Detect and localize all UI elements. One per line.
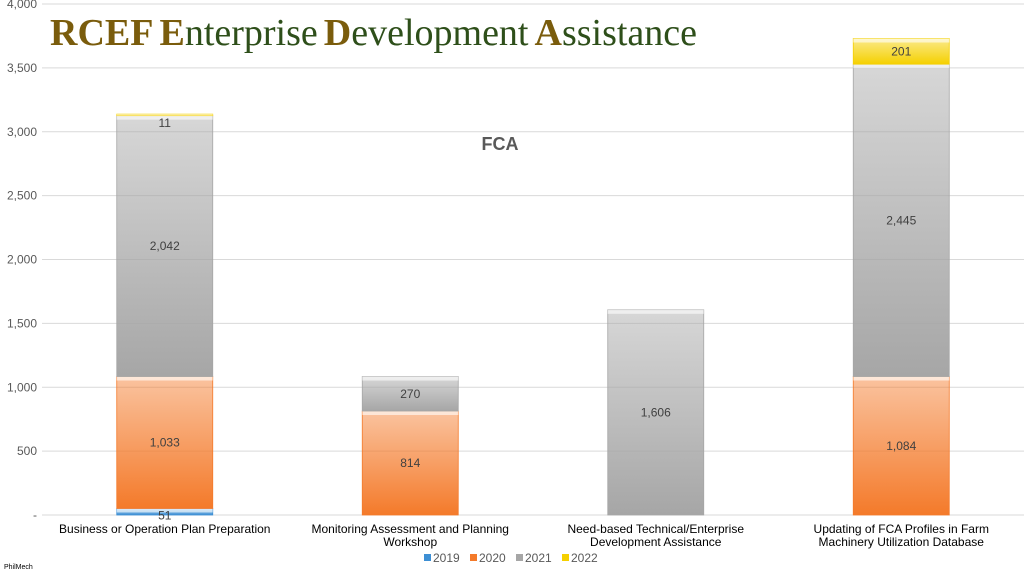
x-tick-label: Development Assistance — [590, 535, 722, 549]
bar-segment — [116, 115, 214, 377]
legend-swatch — [424, 554, 431, 561]
bar-segment — [361, 376, 459, 412]
x-tick-label: Workshop — [383, 535, 437, 549]
x-tick-label: Monitoring Assessment and Planning — [312, 522, 509, 536]
data-label: 814 — [400, 456, 420, 470]
legend-label: 2022 — [571, 551, 598, 565]
title-a-cap: A — [534, 12, 562, 54]
y-tick-label: 3,000 — [7, 125, 37, 139]
title-d-rest: evelopment — [351, 12, 529, 54]
bar-segment-highlight — [116, 114, 213, 116]
legend-label: 2021 — [525, 551, 552, 565]
bar-segment-highlight — [116, 508, 213, 513]
data-label: 51 — [158, 508, 172, 522]
title-rcef: RCEF — [50, 12, 154, 54]
y-tick-label: - — [33, 508, 37, 522]
bar-segment — [852, 63, 950, 377]
data-label: 2,042 — [150, 239, 180, 253]
data-label: 201 — [891, 44, 911, 58]
bar-segment-highlight — [853, 376, 950, 381]
title-e-rest: nterprise — [184, 12, 318, 54]
bar-segment-highlight — [362, 411, 459, 416]
legend: 2019 2020 2021 2022 — [424, 551, 598, 565]
data-label: 1,033 — [150, 436, 180, 450]
page-title: RCEF Enterprise Development Assistance — [50, 14, 697, 52]
legend-swatch — [470, 554, 477, 561]
y-tick-label: 1,000 — [7, 380, 37, 394]
data-label: 1,606 — [641, 405, 671, 419]
bar-segment-highlight — [116, 115, 213, 120]
bar-segment-highlight — [362, 376, 459, 381]
bar-segment-highlight — [116, 376, 213, 381]
bar-segment-highlight — [607, 309, 704, 314]
bars: 51 1,033 2,042 11 814 270 1,606 1,084 2,445 201 — [116, 38, 950, 522]
data-label: 270 — [400, 387, 420, 401]
y-tick-label: 1,500 — [7, 316, 37, 330]
bar-segment-highlight — [853, 38, 950, 43]
title-e-cap: E — [159, 12, 185, 54]
chart-title: FCA — [482, 134, 519, 154]
x-tick-label: Updating of FCA Profiles in Farm — [814, 522, 989, 536]
y-tick-label: 500 — [17, 444, 37, 458]
legend-swatch — [516, 554, 523, 561]
legend-label: 2019 — [433, 551, 460, 565]
footer-mark: PhilMech — [4, 564, 33, 571]
bar-segment — [852, 38, 950, 65]
x-tick-label: Machinery Utilization Database — [819, 535, 985, 549]
y-tick-label: 3,500 — [7, 61, 37, 75]
data-label: 2,445 — [886, 213, 916, 227]
data-label: 11 — [159, 116, 172, 130]
title-a-rest: ssistance — [561, 12, 698, 54]
legend-label: 2020 — [479, 551, 506, 565]
x-tick-label: Need-based Technical/Enterprise — [567, 522, 744, 536]
y-axis: - 500 1,000 1,500 2,000 2,500 3,000 3,500 4,000 — [7, 0, 37, 522]
y-tick-label: 2,000 — [7, 253, 37, 267]
bar-segment — [607, 309, 705, 516]
y-tick-label: 4,000 — [7, 0, 37, 11]
bar-segment-highlight — [853, 64, 950, 69]
y-tick-label: 2,500 — [7, 189, 37, 203]
legend-swatch — [562, 554, 569, 561]
title-d-cap: D — [323, 12, 352, 54]
bar-segment — [116, 376, 214, 509]
x-tick-label: Business or Operation Plan Preparation — [59, 522, 270, 536]
x-axis: Business or Operation Plan Preparation Mo… — [59, 522, 989, 549]
bar-segment — [852, 376, 950, 516]
data-label: 1,084 — [886, 439, 916, 453]
